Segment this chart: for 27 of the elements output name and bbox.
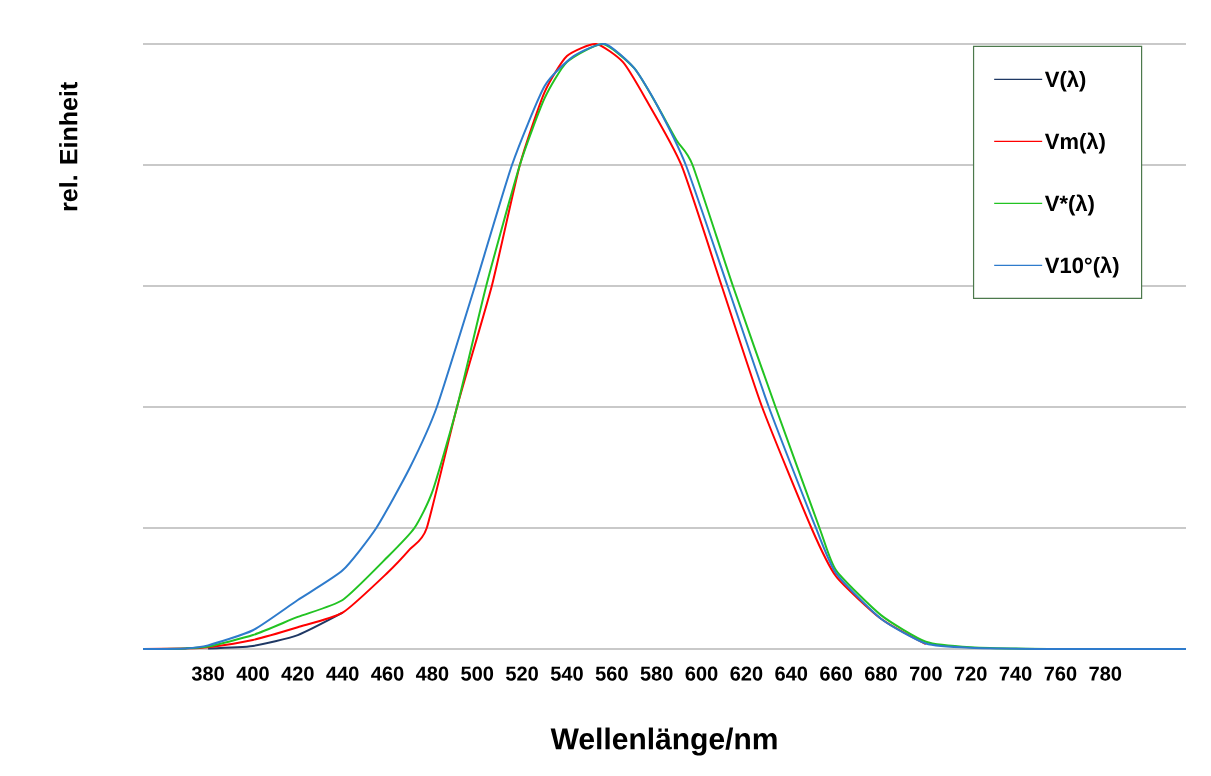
y-axis-title: rel. Einheit <box>59 82 78 211</box>
x-tick-label: 620 <box>730 666 763 681</box>
x-tick-label: 740 <box>999 666 1032 681</box>
x-tick-label: 500 <box>461 666 494 681</box>
x-tick-label: 440 <box>326 666 359 681</box>
x-tick-label: 520 <box>506 666 538 681</box>
x-tick-label: 580 <box>640 666 673 681</box>
x-tick-label: 600 <box>685 666 718 681</box>
x-tick-label: 640 <box>775 666 808 681</box>
legend-label: Vm(λ) <box>1044 132 1105 154</box>
legend-label: V(λ) <box>1044 70 1086 92</box>
x-tick-label: 760 <box>1044 666 1077 681</box>
x-tick-label: 460 <box>371 666 404 681</box>
x-tick-label: 700 <box>910 666 942 681</box>
legend-label: V10°(λ) <box>1044 256 1119 278</box>
legend-label: V*(λ) <box>1044 194 1094 216</box>
x-tick-label: 680 <box>865 666 897 681</box>
x-tick-label: 660 <box>820 666 852 681</box>
x-tick-label: 560 <box>595 666 628 681</box>
x-tick-label: 720 <box>954 666 987 681</box>
x-axis-title: Wellenlänge/nm <box>550 727 777 756</box>
x-tick-label: 420 <box>281 666 314 681</box>
x-tick-label: 400 <box>236 666 269 681</box>
x-tick-label: 380 <box>191 666 224 681</box>
x-tick-label: 540 <box>550 666 583 681</box>
x-tick-label: 780 <box>1089 666 1122 681</box>
x-tick-label: 480 <box>415 666 449 681</box>
